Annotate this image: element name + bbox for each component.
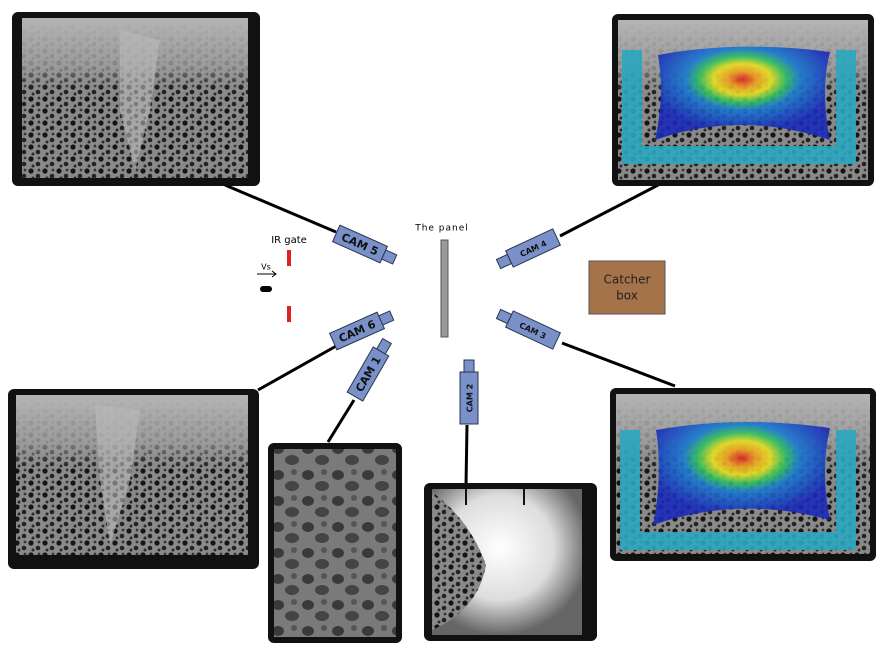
projectile bbox=[260, 286, 272, 292]
camera: CAM 1 bbox=[346, 337, 393, 402]
catcher-box bbox=[588, 260, 666, 315]
camera-lens bbox=[495, 308, 513, 325]
camera: CAM 2 bbox=[459, 359, 479, 425]
photo-cam3 bbox=[610, 388, 876, 561]
photo-cam4 bbox=[612, 14, 874, 186]
camera: CAM 4 bbox=[495, 228, 562, 270]
ir-gate-label: IR gate bbox=[271, 235, 307, 246]
camera: CAM 3 bbox=[495, 308, 562, 350]
panel bbox=[440, 239, 449, 338]
photo-cam1 bbox=[268, 443, 402, 643]
velocity-arrow bbox=[257, 270, 277, 278]
catcher-box-label: box bbox=[616, 289, 638, 303]
photo-cam5 bbox=[12, 12, 260, 186]
camera-lens bbox=[463, 359, 475, 373]
connector-lines bbox=[224, 181, 676, 487]
ir-gate bbox=[287, 250, 291, 266]
catcher-box-label: Catcher bbox=[604, 273, 651, 287]
camera-lens bbox=[381, 249, 398, 265]
camera-label: CAM 2 bbox=[466, 384, 475, 412]
photo-cam6 bbox=[8, 389, 259, 569]
camera: CAM 5 bbox=[331, 224, 398, 265]
photo-cam2 bbox=[424, 483, 597, 641]
camera-lens bbox=[375, 337, 393, 355]
camera-lens bbox=[378, 310, 395, 326]
camera-lens bbox=[495, 253, 513, 270]
panel-label: The panel bbox=[414, 224, 469, 234]
ir-gate bbox=[287, 306, 291, 322]
velocity-label: Vs bbox=[261, 263, 271, 272]
